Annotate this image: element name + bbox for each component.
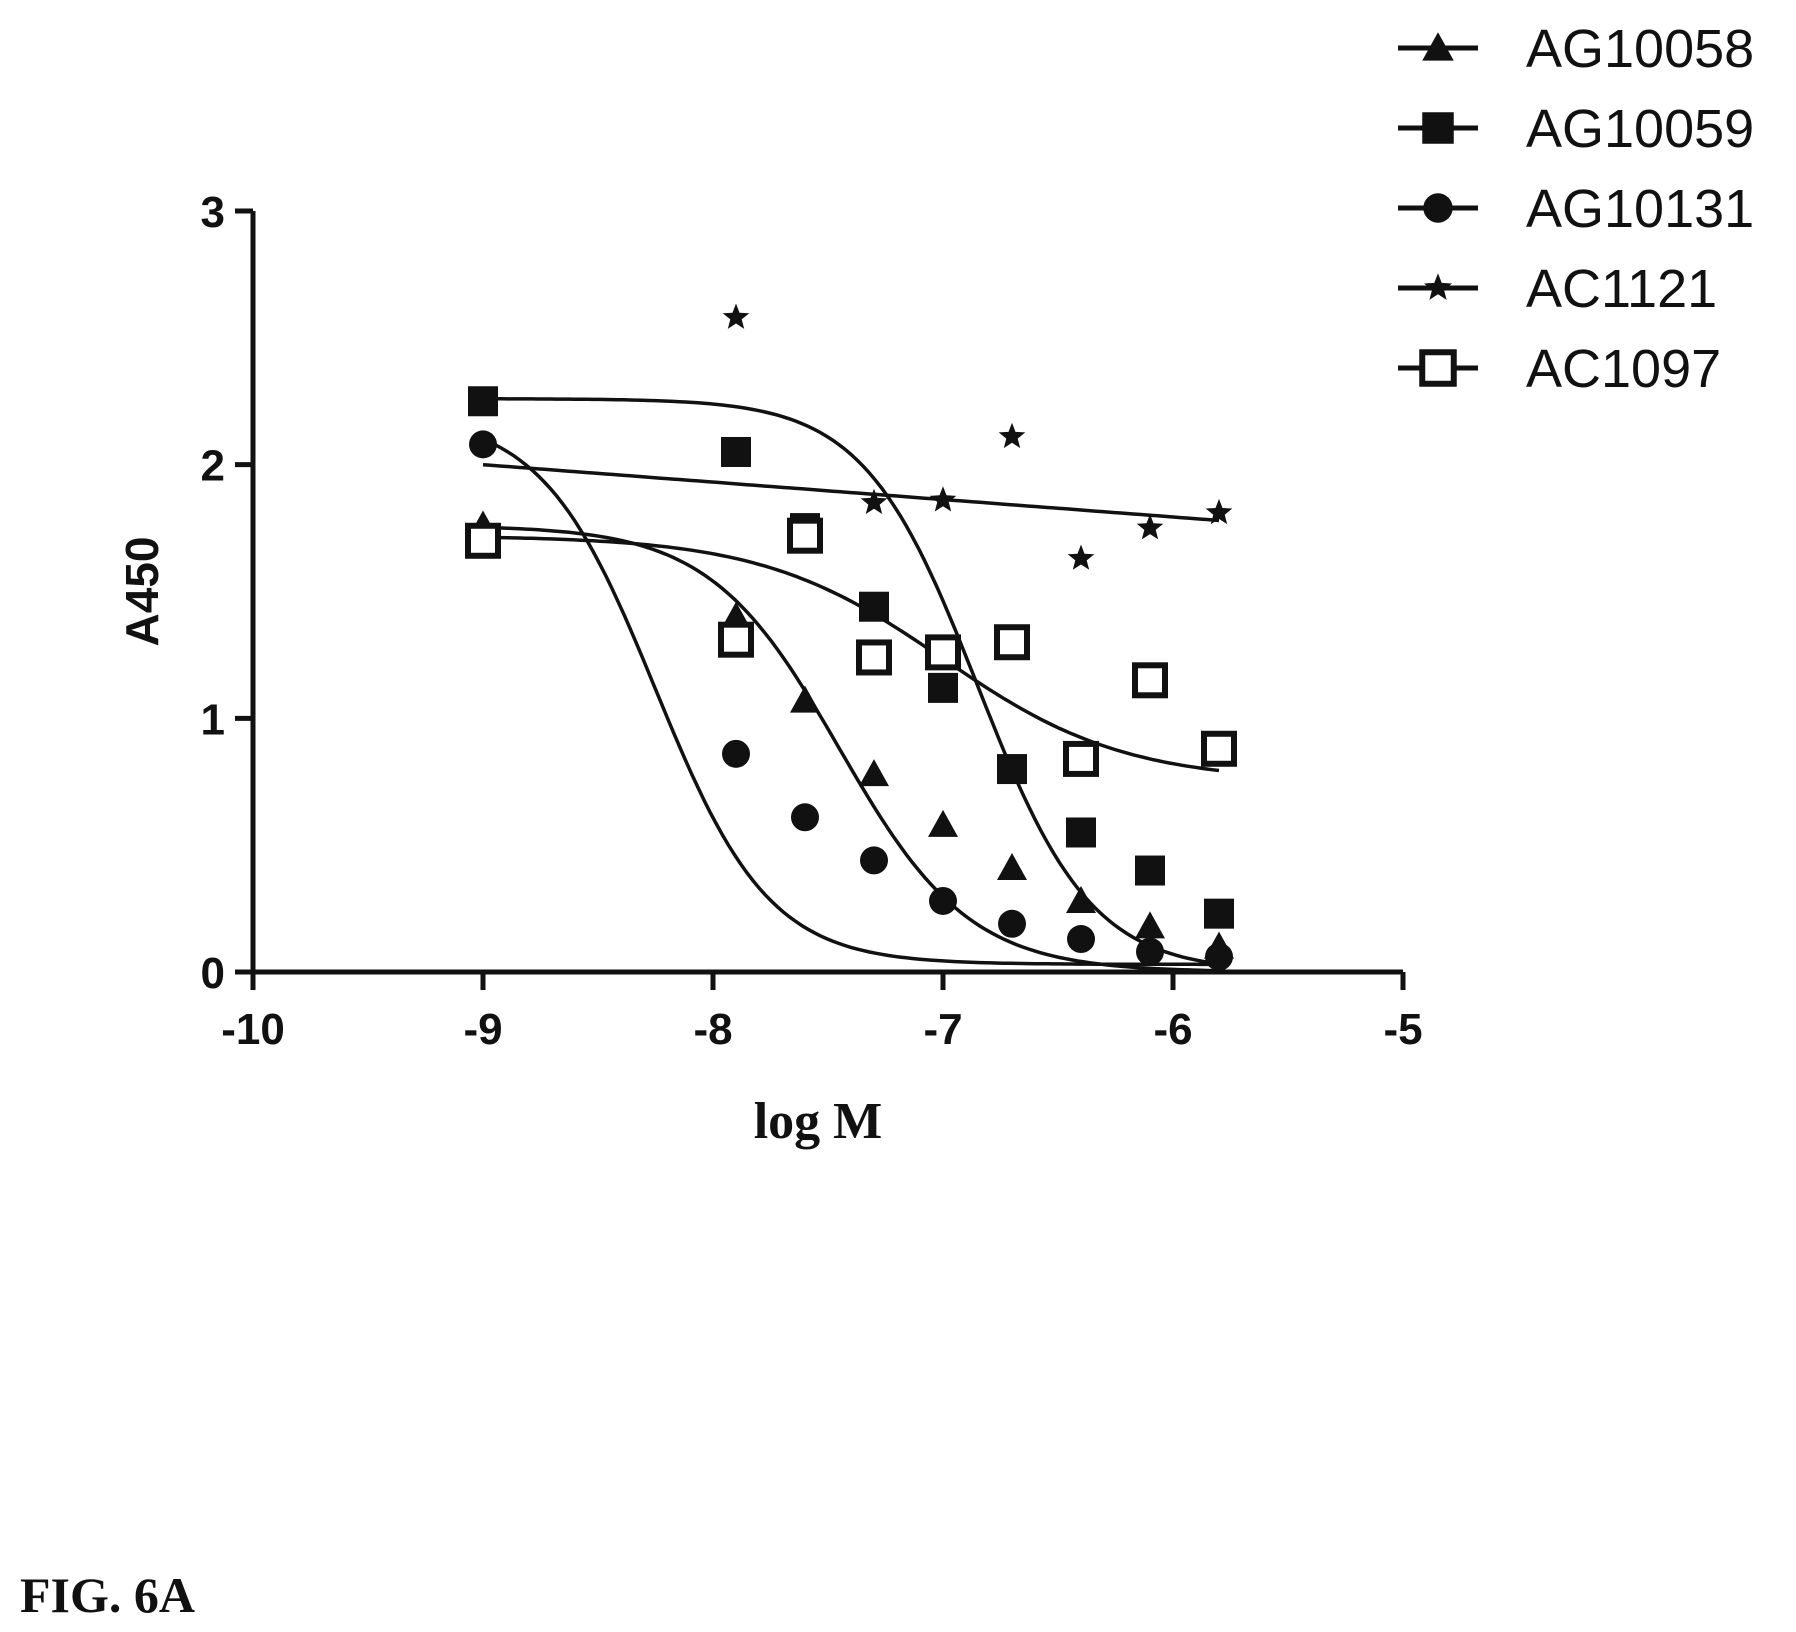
marker-ac1121	[1136, 514, 1164, 540]
marker-ag10131	[929, 886, 957, 915]
marker-ac1121	[722, 303, 750, 329]
marker-ac1097	[856, 639, 892, 676]
x-tick-label: -6	[1153, 1005, 1192, 1054]
legend-marker-ag10058	[1422, 32, 1454, 61]
fit-curve-ag10131	[482, 437, 1219, 967]
y-tick-label: 2	[201, 442, 225, 491]
marker-ag10059	[468, 386, 498, 417]
legend-item-ac1121: AC1121	[1398, 259, 1717, 319]
marker-ag10059	[721, 436, 751, 467]
marker-ag10131	[998, 909, 1026, 938]
marker-ac1097	[1132, 662, 1168, 699]
y-tick-label: 3	[201, 188, 225, 237]
legend-label: AG10131	[1526, 179, 1754, 239]
fit-curve-ac1121	[482, 462, 1220, 523]
y-tick-label: 1	[201, 695, 225, 744]
figure-caption: FIG. 6A	[20, 1567, 195, 1623]
marker-ag10059	[1135, 855, 1165, 886]
marker-ag10058	[790, 685, 820, 713]
marker-ac1097	[787, 517, 823, 554]
legend-marker-ag10059	[1422, 112, 1454, 144]
x-tick-label: -10	[221, 1005, 285, 1054]
marker-ag10059	[1204, 898, 1234, 929]
marker-ag10131	[860, 846, 888, 875]
legend-item-ag10058: AG10058	[1398, 19, 1754, 79]
marker-ag10058	[1135, 911, 1165, 939]
marker-ac1097	[1063, 740, 1099, 777]
marker-ag10059	[997, 754, 1027, 785]
marker-ag10131	[1136, 937, 1164, 966]
x-tick-label: -5	[1383, 1005, 1422, 1054]
x-axis-title: log M	[754, 1093, 883, 1150]
marker-ag10059	[859, 591, 889, 622]
legend-label: AG10058	[1526, 19, 1754, 79]
marker-ac1121	[929, 486, 957, 512]
marker-ag10059	[1066, 817, 1096, 848]
legend-item-ag10131: AG10131	[1398, 179, 1754, 239]
marker-ag10131	[791, 803, 819, 832]
legend-item-ac1097: AC1097	[1398, 339, 1721, 399]
legend-marker-ag10131	[1423, 193, 1453, 223]
legend-label: AC1097	[1526, 339, 1721, 399]
legend-marker-ac1121	[1424, 273, 1452, 300]
marker-ag10058	[997, 852, 1027, 880]
data-markers	[465, 303, 1237, 971]
y-axis-title: A450	[116, 537, 168, 647]
marker-ag10131	[722, 739, 750, 768]
legend: AG10058 AG10059 AG10131 AC1121 AC1097	[1398, 19, 1754, 399]
marker-ac1097	[1201, 730, 1237, 767]
x-tick-label: -9	[463, 1005, 502, 1054]
legend-marker-ac1097	[1419, 349, 1457, 387]
marker-ac1121	[998, 422, 1026, 449]
fit-curve-ac1097	[482, 535, 1220, 773]
legend-label: AG10059	[1526, 99, 1754, 159]
marker-ac1097	[465, 522, 501, 559]
legend-item-ag10059: AG10059	[1398, 99, 1754, 159]
marker-ag10131	[469, 430, 497, 459]
x-tick-label: -7	[923, 1005, 962, 1054]
marker-ag10058	[1066, 885, 1096, 913]
tick-labels: 0 1 2 3 -10 -9 -8 -7 -6 -5	[201, 188, 1423, 1054]
fit-curves	[482, 397, 1220, 973]
marker-ag10058	[859, 759, 889, 787]
marker-ag10058	[928, 809, 958, 837]
axes	[250, 211, 1403, 975]
marker-ac1097	[718, 621, 754, 658]
y-tick-label: 0	[201, 949, 225, 998]
marker-ag10059	[928, 672, 958, 703]
marker-ac1121	[860, 488, 888, 514]
marker-ag10131	[1205, 942, 1233, 971]
marker-ac1097	[994, 624, 1030, 661]
marker-ac1097	[925, 634, 961, 671]
marker-ac1121	[1205, 498, 1233, 525]
ticks	[235, 208, 1406, 990]
fit-curve-ag10059	[483, 397, 1220, 966]
marker-ag10131	[1067, 925, 1095, 954]
x-tick-label: -8	[693, 1005, 732, 1054]
legend-label: AC1121	[1526, 259, 1717, 319]
marker-ac1121	[1067, 544, 1095, 570]
